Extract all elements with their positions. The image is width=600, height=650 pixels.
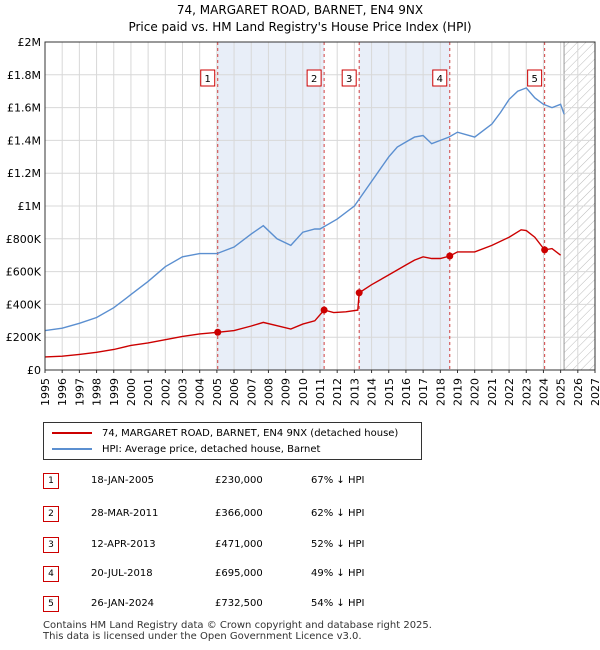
sale-marker-box [200,69,216,87]
x-tick-label: 2025 [555,378,568,406]
legend-item-property: 74, MARGARET ROAD, BARNET, EN4 9NX (deta… [52,426,398,442]
x-tick-label: 2017 [417,378,430,406]
y-tick-label: £1.8M [7,69,41,82]
footer: Contains HM Land Registry data © Crown c… [43,620,432,642]
transaction-number: 1 [43,473,59,489]
x-tick-label: 2006 [228,378,241,406]
y-tick-label: £400K [6,298,42,311]
transaction-price: £732,500 [215,598,263,609]
x-tick-label: 2001 [142,378,155,406]
x-tick-label: 2007 [245,378,258,406]
x-tick-label: 2023 [520,378,533,406]
y-tick-label: £800K [6,233,42,246]
transaction-date: 12-APR-2013 [91,539,156,550]
price-chart: 1 2 3 4 5 £0 £200K £400K £600K £800K £1M £1.2M £1.4M… [6,36,600,406]
y-tick-label: £1.6M [7,102,41,115]
transaction-date: 20-JUL-2018 [91,568,153,579]
legend-label-hpi: HPI: Average price, detached house, Barn… [102,444,321,455]
x-tick-label: 2026 [572,378,585,406]
transaction-hpi-delta: 54% ↓ HPI [311,598,365,609]
transaction-date: 28-MAR-2011 [91,508,159,519]
transaction-hpi-delta: 62% ↓ HPI [311,508,365,519]
series-line-hpi [45,87,565,332]
legend-label-property: 74, MARGARET ROAD, BARNET, EN4 9NX (deta… [102,428,399,439]
y-tick-label: £1M [18,200,42,213]
transaction-number: 5 [43,596,59,612]
footer-licence: This data is licensed under the Open Gov… [43,631,362,642]
table-row: 4 20-JUL-2018 £695,000 49% ↓ HPI [43,566,443,582]
transaction-price: £366,000 [215,508,263,519]
series-line-property [45,229,562,358]
x-tick-label: 2008 [262,378,275,406]
x-tick-label: 2014 [366,378,379,406]
x-tick-label: 2021 [486,378,499,406]
y-tick-label: £1.4M [7,134,41,147]
sale-point [446,252,454,260]
x-tick-label: 2018 [434,378,447,406]
x-tick-label: 2024 [537,378,550,406]
x-tick-label: 2012 [331,378,344,406]
x-tick-label: 2011 [314,378,327,406]
sale-point [320,306,328,314]
transaction-number: 4 [43,566,59,582]
x-tick-label: 2002 [159,378,172,406]
x-tick-label: 1996 [56,378,69,406]
transaction-hpi-delta: 49% ↓ HPI [311,568,365,579]
x-tick-label: 2009 [280,378,293,406]
y-tick-label: £2M [18,36,42,49]
table-row: 2 28-MAR-2011 £366,000 62% ↓ HPI [43,506,443,522]
table-row: 1 18-JAN-2005 £230,000 67% ↓ HPI [43,473,443,489]
transaction-date: 26-JAN-2024 [91,598,155,609]
transaction-price: £230,000 [215,475,263,486]
y-tick-label: £0 [27,364,41,377]
x-tick-label: 1995 [39,378,52,406]
x-tick-label: 2020 [469,378,482,406]
x-tick-label: 1998 [91,378,104,406]
x-tick-label: 2016 [400,378,413,406]
transaction-number: 3 [43,537,59,553]
legend: 74, MARGARET ROAD, BARNET, EN4 9NX (deta… [43,422,422,460]
transaction-hpi-delta: 52% ↓ HPI [311,539,365,550]
x-tick-label: 2010 [297,378,310,406]
x-tick-label: 2022 [503,378,516,406]
footer-copyright: Contains HM Land Registry data © Crown c… [43,620,432,631]
transaction-hpi-delta: 67% ↓ HPI [311,475,365,486]
y-tick-label: £600K [6,266,42,279]
x-tick-label: 2003 [177,378,190,406]
sale-marker-label: 3 [346,74,352,85]
x-tick-label: 2027 [589,378,600,406]
x-tick-label: 2019 [452,378,465,406]
transaction-date: 18-JAN-2005 [91,475,155,486]
sale-marker-label: 2 [311,74,317,85]
table-row: 3 12-APR-2013 £471,000 52% ↓ HPI [43,537,443,553]
sale-marker-label: 4 [437,74,443,85]
legend-swatch-property [52,432,92,434]
transaction-number: 2 [43,506,59,522]
x-tick-label: 1999 [108,378,121,406]
chart-subtitle: Price paid vs. HM Land Registry's House … [128,20,472,34]
sale-point [355,289,363,297]
sale-point [541,246,549,254]
x-tick-label: 2004 [194,378,207,406]
y-tick-label: £1.2M [7,167,41,180]
x-tick-label: 2015 [383,378,396,406]
sale-marker-label: 5 [531,74,537,85]
x-tick-label: 1997 [73,378,86,406]
x-tick-label: 2005 [211,378,224,406]
sale-marker-box [527,69,543,87]
sale-marker-box [306,69,322,87]
sale-point [214,328,222,336]
table-row: 5 26-JAN-2024 £732,500 54% ↓ HPI [43,596,443,612]
y-tick-label: £200K [6,331,42,344]
sale-marker-box [341,69,357,87]
legend-item-hpi: HPI: Average price, detached house, Barn… [52,442,320,458]
legend-swatch-hpi [52,448,92,450]
transaction-price: £695,000 [215,568,263,579]
sale-marker-box [432,69,448,87]
sale-marker-label: 1 [205,74,211,85]
x-tick-label: 2013 [348,378,361,406]
x-tick-label: 2000 [125,378,138,406]
transaction-price: £471,000 [215,539,263,550]
chart-title: 74, MARGARET ROAD, BARNET, EN4 9NX [176,3,424,17]
